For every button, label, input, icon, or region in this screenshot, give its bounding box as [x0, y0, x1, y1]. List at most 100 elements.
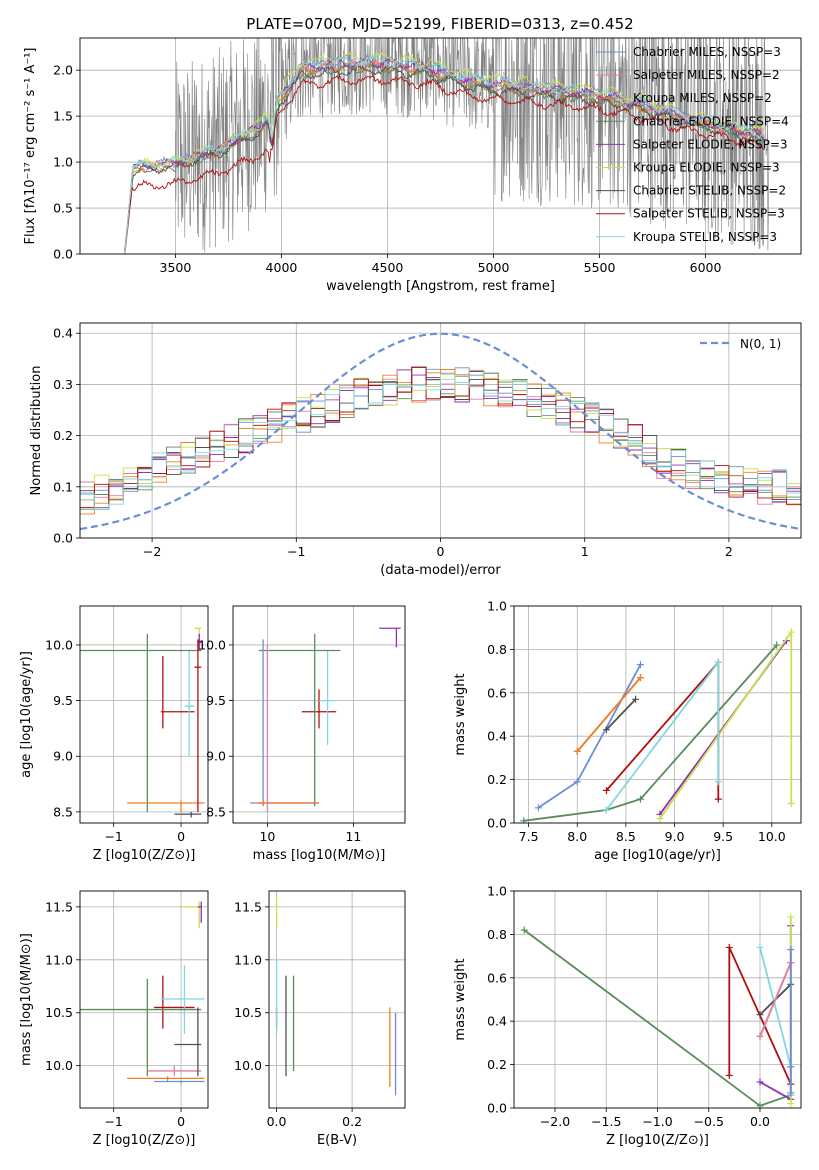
plot-area [80, 38, 801, 254]
marker [787, 1100, 795, 1108]
panel-spectrum: 3500 4000 4500 5000 5500 6000 0.0 0.5 1.0 1.5 2.0 w… [23, 37, 802, 294]
y-tick-label: 9.0 [206, 749, 226, 764]
panel-age-vs-Z: −1 0 8.5 9.0 9.5 10.0 Z [log10(Z/Z⊙)] age [log1… [19, 605, 209, 863]
y-tick-label: 2.0 [53, 63, 73, 78]
legend-entry: Kroupa ELODIE, NSSP=3 [633, 161, 780, 175]
legend-entry: N(0, 1) [740, 337, 781, 351]
plot-area [514, 606, 801, 823]
x-tick-label: −1 [287, 544, 305, 559]
model-line-3 [124, 62, 765, 254]
marker [773, 641, 781, 649]
model-line-4 [124, 57, 765, 254]
x-tick-label: −1.0 [642, 1114, 672, 1129]
x-tick-label: 9.0 [665, 829, 685, 844]
marker [636, 674, 644, 682]
y-tick-label: 8.5 [206, 804, 226, 819]
y-tick-label: 11.0 [234, 952, 262, 967]
weight-line-7 [759, 962, 792, 1037]
y-tick-label: 0.4 [487, 729, 507, 744]
marker [602, 806, 610, 814]
x-tick-label: 10 [259, 829, 275, 844]
marker [632, 695, 640, 703]
plot-area [514, 891, 801, 1108]
y-tick-label: 0.3 [53, 377, 73, 392]
y-tick-label: 0.8 [487, 642, 507, 657]
x-axis-label: Z [log10(Z/Z⊙)] [93, 1133, 196, 1148]
x-axis-label: Z [log10(Z/Z⊙)] [93, 848, 196, 863]
x-tick-label: −2 [143, 544, 161, 559]
y-tick-label: 11.5 [234, 899, 262, 914]
legend-entry: Kroupa STELIB, NSSP=3 [633, 230, 777, 244]
y-tick-label: 0.4 [487, 1014, 507, 1029]
y-tick-label: 0.8 [487, 927, 507, 942]
model-line-7 [124, 74, 765, 254]
x-tick-label: 0 [177, 829, 185, 844]
marker [787, 946, 795, 954]
y-tick-label: 9.5 [53, 693, 73, 708]
x-tick-label: 4000 [266, 260, 298, 275]
panel-weight-vs-Z: −2.0 −1.5 −1.0 −0.5 0.0 0.0 0.2 0.4 0.6 0.8 1.0 Z [… [453, 884, 802, 1148]
marker [756, 1011, 764, 1019]
legend-entry: Salpeter STELIB, NSSP=3 [633, 207, 785, 221]
x-tick-label: 4500 [372, 260, 404, 275]
y-axis-label: age [log10(age/yr)] [19, 651, 34, 778]
figure-title: PLATE=0700, MJD=52199, FIBERID=0313, z=0… [246, 15, 633, 33]
x-tick-label: 5500 [584, 260, 616, 275]
y-tick-label: 9.5 [206, 693, 226, 708]
x-tick-label: 3500 [160, 260, 192, 275]
weight-line-6 [605, 698, 637, 731]
marker [787, 1089, 795, 1097]
x-axis-label: age [log10(age/yr)] [594, 848, 721, 863]
panel-residuals: −2 −1 0 1 2 0.0 0.1 0.2 0.3 0.4 (data-model)/error… [29, 322, 802, 578]
y-tick-label: 0.6 [487, 685, 507, 700]
marker [714, 778, 722, 786]
marker [573, 747, 581, 755]
histogram-step-4 [80, 371, 801, 510]
marker [787, 1063, 795, 1071]
model-line-8 [124, 55, 765, 254]
x-tick-label: −2.0 [540, 1114, 570, 1129]
x-tick-label: −0.5 [694, 1114, 724, 1129]
axes-frame [232, 605, 406, 824]
y-tick-label: 1.5 [53, 109, 73, 124]
y-axis-label: mass weight [453, 673, 468, 755]
y-tick-label: 10.0 [45, 1058, 73, 1073]
y-tick-label: 1.0 [53, 155, 73, 170]
panel-mass-vs-EBV: 0.0 0.2 10.0 10.5 11.0 11.5 E(B-V) [234, 890, 406, 1148]
axes-frame [79, 890, 209, 1109]
histogram-step-1 [80, 368, 801, 505]
marker [787, 913, 795, 921]
y-tick-label: 11.0 [45, 952, 73, 967]
y-tick-label: 0.2 [487, 772, 507, 787]
x-axis-label: Z [log10(Z/Z⊙)] [606, 1133, 709, 1148]
y-tick-label: 0.5 [53, 201, 73, 216]
x-axis-label: mass [log10(M/M⊙)] [253, 848, 386, 863]
y-tick-label: 0.0 [487, 816, 507, 831]
legend-entry: Salpeter ELODIE, NSSP=3 [633, 137, 788, 151]
histogram-step-7 [80, 366, 801, 511]
x-tick-label: 2 [725, 544, 733, 559]
marker [725, 943, 733, 951]
panel-weight-vs-age: 7.5 8.0 8.5 9.0 9.5 10.0 0.0 0.2 0.4 0.6 0.8 1.0 age… [453, 599, 802, 863]
legend: N(0, 1) [700, 337, 781, 351]
y-axis-label: mass weight [453, 958, 468, 1040]
y-tick-label: 8.5 [53, 804, 73, 819]
data-spectrum-line [175, 38, 770, 253]
axes-frame [513, 890, 802, 1109]
plot-area [80, 891, 208, 1108]
y-axis-label: Normed distribution [29, 366, 44, 496]
x-tick-label: 10.0 [758, 829, 786, 844]
marker [756, 1032, 764, 1040]
marker [534, 804, 542, 812]
marker [656, 815, 664, 823]
y-tick-label: 0.2 [487, 1057, 507, 1072]
legend-entry: Kroupa MILES, NSSP=2 [633, 91, 772, 105]
y-tick-label: 11.5 [45, 899, 73, 914]
axes-frame [79, 605, 209, 824]
y-tick-label: 10.0 [198, 637, 226, 652]
marker [725, 1071, 733, 1079]
y-tick-label: 0.4 [53, 326, 73, 341]
y-axis-label: mass [log10(M/M⊙)] [19, 933, 34, 1066]
plot-area [269, 891, 405, 1108]
weight-line-3 [523, 644, 778, 822]
